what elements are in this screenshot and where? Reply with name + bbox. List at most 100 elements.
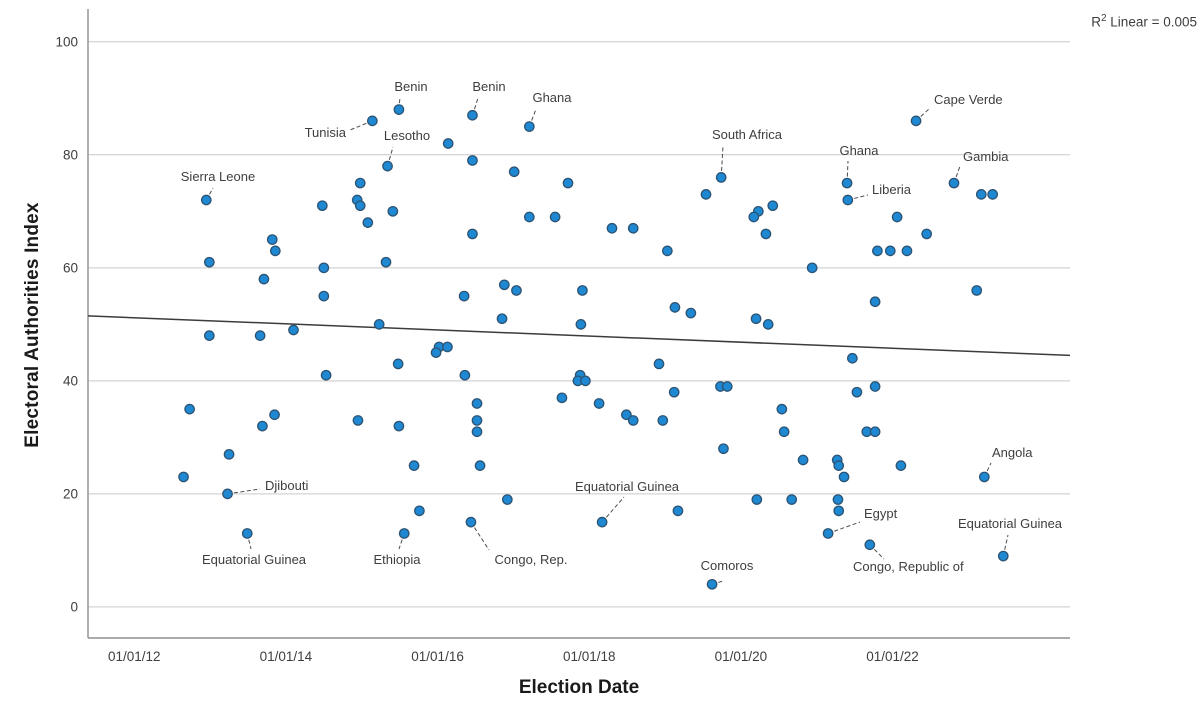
- data-point[interactable]: [258, 273, 270, 285]
- data-point[interactable]: [501, 494, 513, 505]
- data-point[interactable]: [921, 228, 933, 240]
- data-point[interactable]: [797, 454, 809, 466]
- data-point[interactable]: [203, 256, 215, 268]
- data-point[interactable]: [467, 109, 478, 121]
- data-point[interactable]: [266, 234, 278, 245]
- data-point[interactable]: [869, 296, 881, 308]
- data-point[interactable]: [841, 177, 853, 189]
- data-point[interactable]: [838, 471, 850, 483]
- data-point[interactable]: [382, 160, 393, 172]
- data-point[interactable]: [392, 358, 404, 370]
- data-point[interactable]: [978, 471, 990, 483]
- data-point[interactable]: [776, 403, 788, 415]
- data-point[interactable]: [884, 245, 896, 257]
- data-point[interactable]: [721, 381, 733, 392]
- data-point[interactable]: [223, 448, 235, 460]
- data-point[interactable]: [257, 420, 268, 432]
- data-point[interactable]: [750, 313, 762, 325]
- data-point[interactable]: [398, 528, 410, 539]
- data-point[interactable]: [523, 121, 535, 132]
- data-point[interactable]: [269, 245, 281, 257]
- data-point[interactable]: [832, 494, 844, 505]
- data-point[interactable]: [373, 318, 385, 330]
- data-point[interactable]: [474, 460, 486, 471]
- data-point[interactable]: [393, 104, 405, 115]
- data-point[interactable]: [971, 285, 983, 296]
- data-point[interactable]: [367, 115, 378, 127]
- data-point[interactable]: [669, 302, 681, 313]
- data-point[interactable]: [715, 172, 727, 183]
- data-point[interactable]: [508, 166, 520, 178]
- data-point[interactable]: [869, 381, 881, 392]
- data-point[interactable]: [458, 290, 470, 302]
- data-point[interactable]: [760, 228, 772, 240]
- data-point[interactable]: [467, 228, 478, 240]
- data-point[interactable]: [627, 415, 639, 426]
- data-point[interactable]: [442, 341, 453, 353]
- data-point[interactable]: [318, 290, 330, 302]
- data-point[interactable]: [869, 426, 881, 438]
- data-point[interactable]: [762, 318, 774, 330]
- data-point[interactable]: [354, 177, 366, 189]
- data-point[interactable]: [575, 318, 587, 330]
- data-point[interactable]: [320, 369, 332, 381]
- data-point[interactable]: [606, 222, 618, 234]
- data-point[interactable]: [511, 285, 522, 296]
- data-point[interactable]: [685, 307, 697, 319]
- data-point[interactable]: [393, 420, 405, 432]
- data-point[interactable]: [997, 550, 1009, 562]
- data-point[interactable]: [269, 409, 280, 421]
- data-point[interactable]: [778, 426, 790, 438]
- data-point[interactable]: [833, 505, 845, 517]
- data-point[interactable]: [851, 386, 863, 398]
- data-point[interactable]: [786, 494, 798, 505]
- data-point[interactable]: [700, 189, 712, 200]
- data-point[interactable]: [222, 488, 233, 500]
- data-point[interactable]: [833, 460, 845, 471]
- data-point[interactable]: [822, 528, 834, 539]
- data-point[interactable]: [864, 539, 876, 551]
- data-point[interactable]: [467, 155, 478, 166]
- data-point[interactable]: [653, 358, 665, 370]
- data-point[interactable]: [872, 245, 883, 257]
- data-point[interactable]: [580, 375, 591, 387]
- data-point[interactable]: [901, 245, 913, 257]
- data-point[interactable]: [254, 330, 266, 342]
- data-point[interactable]: [430, 347, 442, 358]
- data-point[interactable]: [975, 189, 987, 200]
- data-point[interactable]: [549, 211, 561, 223]
- data-point[interactable]: [987, 189, 999, 200]
- data-point[interactable]: [288, 324, 299, 336]
- data-point[interactable]: [442, 138, 454, 149]
- data-point[interactable]: [354, 200, 366, 212]
- data-point[interactable]: [910, 115, 922, 127]
- data-point[interactable]: [895, 460, 907, 471]
- data-point[interactable]: [847, 352, 858, 364]
- data-point[interactable]: [657, 415, 669, 426]
- data-point[interactable]: [498, 279, 510, 291]
- data-point[interactable]: [562, 177, 574, 189]
- data-point[interactable]: [471, 398, 483, 409]
- data-point[interactable]: [668, 386, 680, 398]
- data-point[interactable]: [627, 222, 639, 234]
- data-point[interactable]: [241, 528, 253, 539]
- data-point[interactable]: [661, 245, 673, 257]
- data-point[interactable]: [948, 177, 960, 189]
- data-point[interactable]: [496, 313, 508, 325]
- data-point[interactable]: [806, 262, 818, 274]
- data-point[interactable]: [767, 200, 779, 212]
- data-point[interactable]: [593, 398, 605, 409]
- data-point[interactable]: [380, 256, 392, 268]
- data-point[interactable]: [362, 217, 374, 228]
- data-point[interactable]: [596, 516, 608, 528]
- data-point[interactable]: [706, 578, 718, 590]
- data-point[interactable]: [184, 403, 195, 415]
- data-point[interactable]: [459, 369, 471, 381]
- data-point[interactable]: [748, 211, 760, 223]
- data-point[interactable]: [523, 211, 535, 223]
- data-point[interactable]: [387, 205, 399, 217]
- data-point[interactable]: [178, 471, 189, 483]
- data-point[interactable]: [200, 194, 212, 206]
- data-point[interactable]: [672, 505, 684, 517]
- data-point[interactable]: [751, 494, 763, 505]
